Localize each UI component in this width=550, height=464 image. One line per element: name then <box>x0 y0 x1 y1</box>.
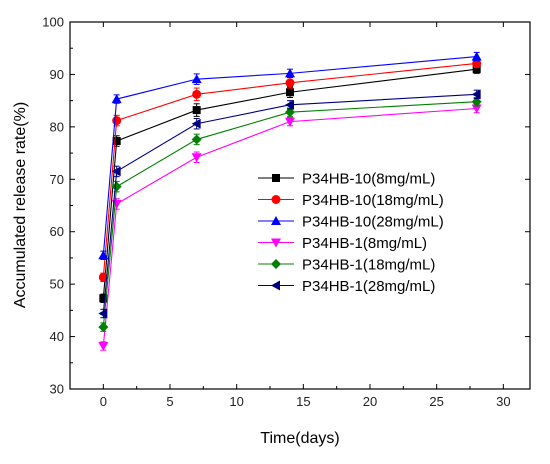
circle-marker <box>272 195 281 204</box>
y-tick-label: 60 <box>50 224 64 239</box>
legend-label: P34HB-10(28mg/mL) <box>302 214 444 231</box>
x-axis-title: Time(days) <box>260 430 339 447</box>
triangle-up-marker <box>472 52 482 61</box>
legend-item-5: P34HB-1(18mg/mL) <box>258 257 435 274</box>
legend-item-4: P34HB-1(8mg/mL) <box>258 235 427 252</box>
diamond-marker <box>192 134 202 144</box>
legend-item-2: P34HB-10(18mg/mL) <box>258 192 444 209</box>
circle-marker <box>112 116 121 125</box>
y-tick-label: 100 <box>42 15 64 30</box>
triangle-down-marker <box>98 342 108 351</box>
diamond-marker <box>98 322 108 332</box>
x-tick-label: 20 <box>363 394 377 409</box>
y-tick-label: 90 <box>50 67 64 82</box>
y-tick-label: 80 <box>50 119 64 134</box>
legend-item-6: P34HB-1(28mg/mL) <box>258 278 435 295</box>
legend-label: P34HB-1(8mg/mL) <box>302 235 427 252</box>
x-tick-label: 5 <box>166 394 173 409</box>
legend-item-3: P34HB-10(28mg/mL) <box>258 214 444 231</box>
y-axis-title: Accumulated release rate(%) <box>12 102 29 308</box>
y-tick-label: 70 <box>50 172 64 187</box>
legend-item-1: P34HB-10(8mg/mL) <box>258 171 435 188</box>
circle-marker <box>286 78 295 87</box>
x-tick-label: 25 <box>429 394 443 409</box>
x-tick-label: 30 <box>496 394 510 409</box>
square-marker <box>272 174 280 182</box>
legend: P34HB-10(8mg/mL) P34HB-10(18mg/mL) P34HB-1… <box>258 171 444 296</box>
legend-label: P34HB-10(8mg/mL) <box>302 171 435 188</box>
square-marker <box>286 88 294 96</box>
legend-label: P34HB-1(18mg/mL) <box>302 257 435 274</box>
legend-label: P34HB-10(18mg/mL) <box>302 192 444 209</box>
circle-marker <box>192 90 201 99</box>
x-tick-label: 10 <box>229 394 243 409</box>
triangle-left-marker <box>271 281 280 291</box>
plot-frame <box>70 22 530 389</box>
legend-label: P34HB-1(28mg/mL) <box>302 278 435 295</box>
x-tick-label: 15 <box>296 394 310 409</box>
triangle-down-marker <box>285 118 295 127</box>
y-tick-label: 40 <box>50 329 64 344</box>
triangle-down-marker <box>192 153 202 162</box>
diamond-marker <box>271 259 281 269</box>
axes <box>70 22 530 389</box>
y-tick-label: 50 <box>50 277 64 292</box>
y-tick-label: 30 <box>50 382 64 397</box>
x-tick-label: 0 <box>100 394 107 409</box>
square-marker <box>193 106 201 114</box>
